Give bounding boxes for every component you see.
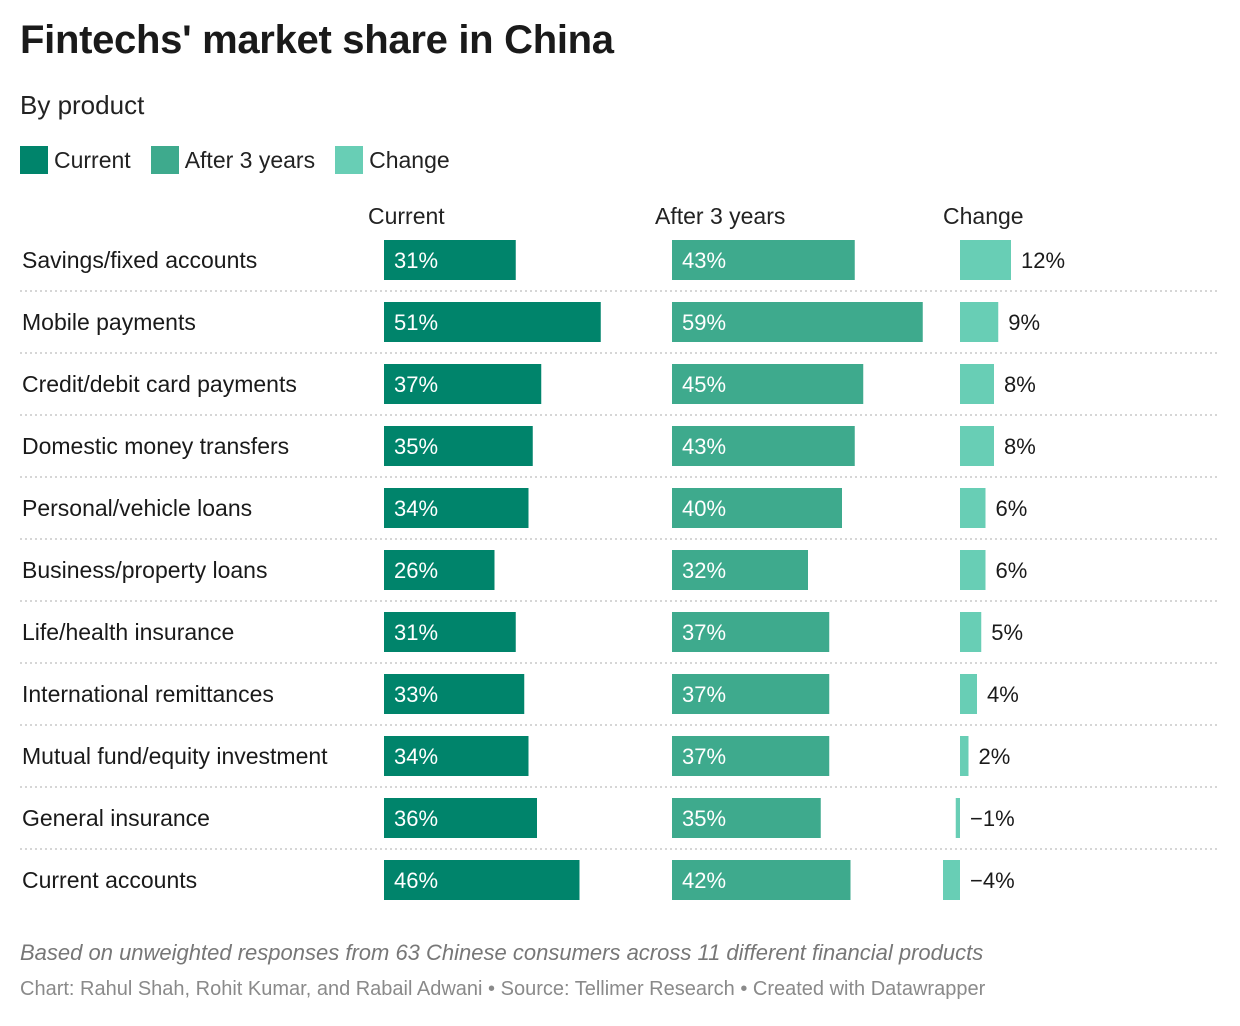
bar-1-10 [672, 860, 851, 900]
bar-1-5 [672, 550, 808, 590]
data-label: 37% [394, 372, 438, 397]
bar-1-8 [672, 736, 830, 776]
bar-0-5 [384, 550, 495, 590]
category-label: Domestic money transfers [22, 433, 289, 459]
category-label: Business/property loans [22, 557, 267, 583]
data-label: 33% [394, 682, 438, 707]
data-label: 37% [682, 620, 726, 645]
bar-0-4 [384, 488, 529, 528]
bar-1-3 [672, 426, 855, 466]
data-label: 6% [996, 558, 1028, 583]
bar-1-1 [672, 302, 923, 342]
credits: Chart: Rahul Shah, Rohit Kumar, and Raba… [20, 978, 986, 1000]
data-label: 37% [682, 744, 726, 769]
column-header-2: Change [943, 203, 1024, 229]
data-label: 2% [979, 744, 1011, 769]
data-label: 5% [991, 620, 1023, 645]
bar-0-10 [384, 860, 580, 900]
category-label: International remittances [22, 681, 274, 707]
bar-0-6 [384, 612, 516, 652]
bar-0-0 [384, 240, 516, 280]
data-label: 8% [1004, 372, 1036, 397]
bar-2-7 [960, 674, 977, 714]
legend-item-current: Current [20, 146, 131, 174]
bar-2-0 [960, 240, 1011, 280]
column-header-0: Current [368, 203, 445, 229]
data-label: 35% [394, 434, 438, 459]
data-label: 32% [682, 558, 726, 583]
bar-0-7 [384, 674, 525, 714]
bar-0-3 [384, 426, 533, 466]
bar-1-0 [672, 240, 855, 280]
data-label: 51% [394, 310, 438, 335]
category-label: General insurance [22, 805, 210, 831]
data-label: 9% [1008, 310, 1040, 335]
data-label: −1% [970, 806, 1015, 831]
category-label: Savings/fixed accounts [22, 247, 257, 273]
data-label: 42% [682, 868, 726, 893]
bar-2-4 [960, 488, 986, 528]
legend-label-change: Change [369, 146, 450, 173]
bar-2-2 [960, 364, 994, 404]
data-label: 37% [682, 682, 726, 707]
data-label: 4% [987, 682, 1019, 707]
bar-2-10 [943, 860, 960, 900]
bar-chart: Current After 3 years Change Savings/fixed … [20, 203, 1218, 900]
data-label: 31% [394, 248, 438, 273]
data-label: 59% [682, 310, 726, 335]
bar-2-3 [960, 426, 994, 466]
column-header-1: After 3 years [655, 203, 785, 229]
data-label: 45% [682, 372, 726, 397]
bar-1-4 [672, 488, 842, 528]
data-label: 34% [394, 496, 438, 521]
legend-swatch-after-3-years [150, 146, 179, 174]
chart-subtitle: By product [20, 90, 145, 120]
bar-2-1 [960, 302, 999, 342]
category-label: Mobile payments [22, 309, 196, 335]
bar-2-9 [955, 798, 960, 838]
data-label: 6% [996, 496, 1028, 521]
legend-swatch-change [335, 146, 364, 174]
bar-1-6 [672, 612, 830, 652]
data-label: −4% [970, 868, 1015, 893]
data-label: 36% [394, 806, 438, 831]
category-label: Current accounts [22, 867, 197, 893]
data-label: 46% [394, 868, 438, 893]
bar-1-2 [672, 364, 864, 404]
legend-item-after-3-years: After 3 years [150, 146, 316, 174]
data-label: 43% [682, 434, 726, 459]
bar-2-8 [960, 736, 969, 776]
legend: Current After 3 years Change [20, 146, 470, 174]
bar-0-2 [384, 364, 542, 404]
bar-0-1 [384, 302, 601, 342]
data-label: 35% [682, 806, 726, 831]
legend-item-change: Change [335, 146, 450, 174]
category-label: Credit/debit card payments [22, 371, 297, 397]
chart-title: Fintechs' market share in China [20, 18, 614, 62]
bar-2-6 [960, 612, 982, 652]
category-label: Life/health insurance [22, 619, 234, 645]
bar-1-9 [672, 798, 821, 838]
bar-0-8 [384, 736, 529, 776]
bar-1-7 [672, 674, 830, 714]
data-label: 12% [1021, 248, 1065, 273]
footnote: Based on unweighted responses from 63 Ch… [20, 940, 984, 965]
data-label: 26% [394, 558, 438, 583]
data-label: 31% [394, 620, 438, 645]
data-label: 8% [1004, 434, 1036, 459]
legend-swatch-current [20, 146, 48, 174]
bar-2-5 [960, 550, 986, 590]
category-label: Mutual fund/equity investment [22, 743, 328, 769]
data-label: 34% [394, 744, 438, 769]
data-label: 40% [682, 496, 726, 521]
category-label: Personal/vehicle loans [22, 495, 252, 521]
legend-label-current: Current [54, 146, 131, 173]
bar-0-9 [384, 798, 537, 838]
data-label: 43% [682, 248, 726, 273]
legend-label-after-3-years: After 3 years [184, 146, 316, 173]
